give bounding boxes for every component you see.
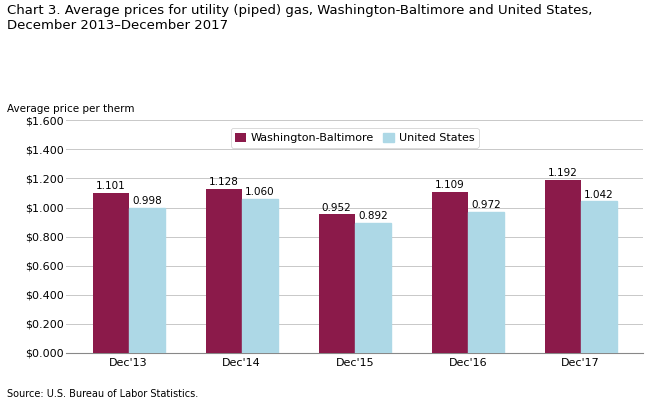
Text: 0.972: 0.972 bbox=[471, 200, 501, 210]
Bar bbox=[355, 223, 391, 353]
Bar bbox=[129, 208, 165, 353]
Legend: Washington-Baltimore, United States: Washington-Baltimore, United States bbox=[231, 128, 479, 148]
Bar bbox=[318, 215, 355, 353]
Text: 0.892: 0.892 bbox=[358, 211, 388, 221]
Bar bbox=[581, 201, 617, 353]
Bar bbox=[206, 189, 242, 353]
Text: Source: U.S. Bureau of Labor Statistics.: Source: U.S. Bureau of Labor Statistics. bbox=[7, 389, 198, 399]
Text: 0.952: 0.952 bbox=[322, 203, 351, 213]
Bar bbox=[432, 192, 467, 353]
Bar bbox=[467, 212, 504, 353]
Bar bbox=[544, 180, 581, 353]
Bar bbox=[93, 193, 129, 353]
Text: 1.192: 1.192 bbox=[548, 168, 577, 178]
Bar bbox=[242, 199, 278, 353]
Text: Chart 3. Average prices for utility (piped) gas, Washington-Baltimore and United: Chart 3. Average prices for utility (pip… bbox=[7, 4, 592, 32]
Text: 1.101: 1.101 bbox=[95, 181, 125, 191]
Text: 1.042: 1.042 bbox=[584, 190, 614, 200]
Text: 1.109: 1.109 bbox=[435, 180, 465, 190]
Text: Average price per therm: Average price per therm bbox=[7, 104, 134, 114]
Text: 0.998: 0.998 bbox=[132, 196, 162, 206]
Text: 1.060: 1.060 bbox=[245, 187, 274, 197]
Text: 1.128: 1.128 bbox=[209, 177, 239, 187]
